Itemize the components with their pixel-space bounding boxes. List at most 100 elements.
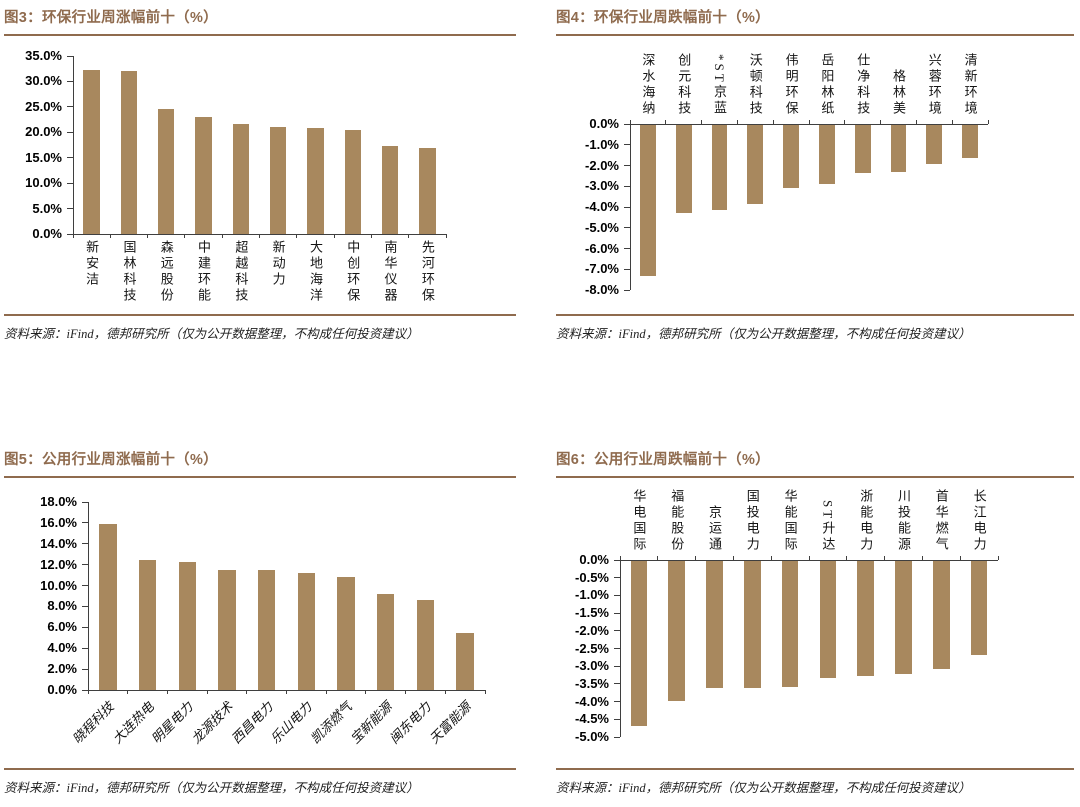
x-axis-label: 大地海洋 xyxy=(305,240,325,307)
y-axis-tick xyxy=(614,736,620,738)
x-axis-label-text: *ST京蓝 xyxy=(712,54,727,117)
y-axis-tick xyxy=(67,233,73,235)
bar xyxy=(337,577,355,690)
x-axis-tick xyxy=(109,234,111,238)
bar xyxy=(706,561,723,689)
bar xyxy=(218,569,236,690)
y-axis-tick-label: -4.5% xyxy=(575,711,609,727)
y-axis-tick xyxy=(614,701,620,703)
y-axis-tick xyxy=(624,123,630,125)
x-axis-tick xyxy=(808,120,810,124)
y-axis-tick-label: 5.0% xyxy=(32,200,62,216)
x-axis-tick xyxy=(166,690,168,694)
x-axis-label: 华电国际 xyxy=(629,481,649,553)
y-axis-tick xyxy=(82,626,88,628)
x-axis-label: 岳阳林纸 xyxy=(817,39,837,117)
x-axis-label-text: 格林美 xyxy=(891,69,906,117)
figure-3-bar-chart: 35.0% 30.0% 25.0% 20.0% 15.0% 10.0% 5.0% 0.0% 新安… xyxy=(4,39,516,309)
bar xyxy=(932,561,950,669)
x-axis-label: 格林美 xyxy=(889,39,909,117)
x-axis-tick xyxy=(370,234,372,238)
x-axis-tick xyxy=(87,690,89,694)
x-axis-label-text: 国林科技 xyxy=(121,240,137,304)
bar xyxy=(668,561,685,701)
y-axis-line xyxy=(73,56,74,234)
y-axis-tick-label: 14.0% xyxy=(40,535,77,551)
figure-panel-6: 图6：公用行业周跌幅前十（%） 0.0% -0.5% -1.0% -1.5% -2.0%… xyxy=(556,450,1074,796)
y-axis-tick-label: -5.0% xyxy=(585,219,619,235)
y-axis-tick-label: -2.0% xyxy=(575,622,609,638)
y-axis-tick xyxy=(614,577,620,579)
x-axis-tick xyxy=(665,120,667,124)
x-axis-tick xyxy=(772,120,774,124)
x-axis-tick xyxy=(127,690,129,694)
x-axis-label: 深水海纳 xyxy=(638,39,658,117)
x-axis-tick xyxy=(405,690,407,694)
y-axis-tick xyxy=(82,689,88,691)
y-axis-tick xyxy=(82,501,88,503)
x-axis-label-text: 中建环能 xyxy=(196,240,212,304)
x-axis-label: 南华仪器 xyxy=(380,240,400,307)
x-axis-tick xyxy=(736,120,738,124)
y-axis-tick-label: 0.0% xyxy=(47,682,77,697)
x-axis-label-text: 超越科技 xyxy=(233,240,249,304)
x-axis-label: 兴蓉环境 xyxy=(924,39,944,117)
x-axis-label: 川投能源 xyxy=(894,481,914,553)
y-axis-tick xyxy=(67,131,73,133)
x-axis-label-text: 首华燃气 xyxy=(933,489,949,553)
figure-6-source-note: 资料来源：iFind，德邦研究所（仅为公开数据整理，不构成任何投资建议） xyxy=(556,781,971,795)
y-axis-tick xyxy=(624,165,630,166)
x-axis-tick xyxy=(365,690,367,694)
x-axis-tick xyxy=(915,120,917,124)
x-axis-tick xyxy=(987,120,989,124)
bar xyxy=(257,569,276,690)
x-axis-label-text: 大地海洋 xyxy=(307,240,323,304)
x-axis-label-text: 先河环保 xyxy=(419,240,435,304)
x-axis-label: 华能国际 xyxy=(780,481,800,553)
y-axis-tick-label: 8.0% xyxy=(47,598,77,614)
x-axis-label-text: 清新环境 xyxy=(962,53,978,117)
x-axis-label: 仕净科技 xyxy=(853,39,873,117)
y-axis-tick xyxy=(614,630,620,632)
y-axis-tick-label: 12.0% xyxy=(40,556,77,572)
x-axis-label-text: 新动力 xyxy=(270,240,286,288)
y-axis-tick-label: -0.5% xyxy=(575,569,609,585)
x-axis-tick xyxy=(770,556,772,560)
x-axis-tick xyxy=(959,556,961,560)
x-axis-label: 中创环保 xyxy=(343,240,363,307)
bar xyxy=(970,561,988,655)
figure-3-title: 图3：环保行业周涨幅前十（%） xyxy=(4,10,218,26)
bar xyxy=(630,561,648,726)
x-axis-tick xyxy=(286,690,287,694)
x-axis-line xyxy=(630,124,988,125)
title-rule xyxy=(4,476,516,478)
y-axis-tick xyxy=(82,522,88,524)
y-axis-tick xyxy=(82,585,88,587)
figure-5-title: 图5：公用行业周涨幅前十（%） xyxy=(4,452,218,468)
y-axis-tick-label: 6.0% xyxy=(47,619,77,635)
y-axis-tick-label: -2.5% xyxy=(575,640,609,656)
y-axis-tick-label: 15.0% xyxy=(25,149,62,165)
bar xyxy=(307,128,324,234)
y-axis-tick-label: -4.0% xyxy=(575,693,609,709)
x-axis-label-text: 仕净科技 xyxy=(855,53,871,117)
bar xyxy=(857,561,874,677)
y-axis-tick xyxy=(82,543,88,545)
bar xyxy=(962,125,978,159)
y-axis-tick-label: -2.0% xyxy=(585,157,619,173)
x-axis-label: 沃顿科技 xyxy=(745,39,765,117)
x-axis-tick xyxy=(846,556,848,560)
figure-6-title: 图6：公用行业周跌幅前十（%） xyxy=(556,452,770,468)
y-axis-tick xyxy=(67,80,73,82)
x-axis-label-text: 创元科技 xyxy=(676,53,692,117)
bar xyxy=(138,560,157,690)
x-axis-label: 京运通 xyxy=(705,481,725,553)
bar xyxy=(711,125,728,211)
x-axis-tick xyxy=(921,556,923,560)
bar xyxy=(377,593,395,690)
x-axis-tick xyxy=(657,556,659,560)
x-axis-tick xyxy=(444,690,446,694)
x-axis-tick xyxy=(184,234,186,238)
y-axis-tick xyxy=(82,668,88,670)
x-axis-tick xyxy=(844,120,846,124)
